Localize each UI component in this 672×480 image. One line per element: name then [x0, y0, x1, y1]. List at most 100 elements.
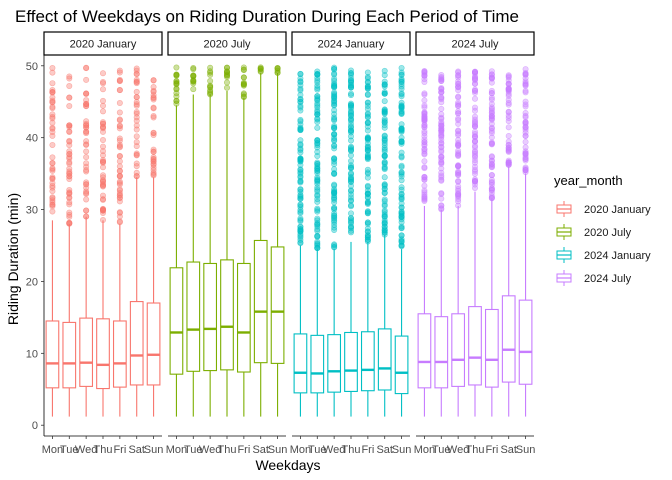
outlier-point: [150, 146, 157, 153]
outlier-point: [455, 152, 462, 159]
outlier-point: [133, 117, 140, 124]
outlier-point: [364, 78, 371, 85]
outlier-point: [49, 201, 56, 208]
y-tick-label: 30: [26, 205, 38, 217]
y-axis: 0 10 20 30 40 50: [26, 55, 45, 436]
outlier-point: [471, 166, 478, 173]
legend-title: year_month: [554, 173, 623, 188]
outlier-point: [331, 77, 338, 84]
outlier-point: [381, 72, 388, 79]
outlier-point: [49, 182, 56, 189]
outlier-point: [347, 133, 354, 140]
outlier-point: [471, 144, 478, 151]
outlier-point: [381, 124, 388, 131]
box-body: [169, 267, 184, 375]
box-sat: [253, 64, 268, 417]
outlier-point: [297, 226, 304, 233]
outlier-point: [173, 64, 180, 71]
x-tick-label: Mon: [290, 444, 311, 456]
outlier-point: [347, 187, 354, 194]
legend-item: 2020 January: [556, 201, 651, 217]
outlier-point: [314, 153, 321, 160]
outlier-point: [133, 65, 140, 72]
outlier-point: [364, 85, 371, 92]
outlier-point: [190, 65, 197, 72]
box-thu: [344, 67, 358, 417]
x-tick-label: Tue: [184, 444, 203, 456]
outlier-point: [331, 114, 338, 121]
outlier-point: [297, 78, 304, 85]
outlier-point: [347, 100, 354, 107]
outlier-point: [438, 202, 445, 209]
outlier-point: [347, 164, 354, 171]
outlier-point: [314, 232, 321, 239]
outlier-point: [66, 73, 73, 80]
outlier-point: [381, 196, 388, 203]
outlier-point: [438, 134, 445, 141]
outlier-point: [364, 220, 371, 227]
outlier-point: [364, 114, 371, 121]
outlier-point: [133, 122, 140, 129]
outlier-point: [116, 153, 123, 160]
outlier-point: [100, 108, 107, 115]
x-tick-label: Fri: [237, 444, 250, 456]
outlier-point: [488, 185, 495, 192]
facet-strip-label: 2024 July: [451, 39, 499, 51]
outlier-point: [331, 204, 338, 211]
outlier-point: [364, 102, 371, 109]
outlier-point: [455, 170, 462, 177]
outlier-point: [398, 121, 405, 128]
outlier-point: [100, 70, 107, 77]
outlier-point: [83, 102, 90, 109]
outlier-point: [398, 171, 405, 178]
outlier-point: [83, 154, 90, 161]
outlier-point: [83, 141, 90, 148]
outlier-point: [314, 124, 321, 131]
box-sun: [394, 64, 409, 417]
outlier-point: [207, 82, 214, 89]
x-tick-label: Tue: [432, 444, 451, 456]
outlier-point: [505, 80, 512, 87]
outlier-point: [505, 99, 512, 106]
outlier-point: [314, 184, 321, 191]
outlier-point: [398, 243, 405, 250]
x-tick-label: Tue: [60, 444, 79, 456]
outlier-point: [471, 121, 478, 128]
outlier-point: [331, 214, 338, 221]
outlier-point: [49, 208, 56, 215]
outlier-point: [398, 210, 405, 217]
outlier-point: [297, 91, 304, 98]
outlier-point: [257, 65, 264, 72]
outlier-point: [224, 79, 231, 86]
outlier-point: [49, 69, 56, 76]
outlier-point: [240, 74, 247, 81]
outlier-point: [505, 96, 512, 103]
outlier-point: [116, 135, 123, 142]
outlier-point: [116, 163, 123, 170]
outlier-point: [314, 207, 321, 214]
box-body: [146, 302, 161, 386]
facet-strip-label: 2020 January: [70, 39, 137, 51]
outlier-point: [83, 138, 90, 145]
outlier-point: [100, 174, 107, 181]
outlier-point: [314, 119, 321, 126]
outlier-point: [49, 119, 56, 126]
outlier-point: [150, 132, 157, 139]
outlier-point: [207, 87, 214, 94]
outlier-point: [488, 127, 495, 134]
outlier-point: [83, 128, 90, 135]
outlier-point: [133, 101, 140, 108]
outlier-point: [522, 132, 529, 139]
outlier-point: [314, 102, 321, 109]
outlier-point: [455, 94, 462, 101]
outlier-point: [314, 97, 321, 104]
outlier-point: [100, 148, 107, 155]
outlier-point: [471, 168, 478, 175]
outlier-point: [438, 159, 445, 166]
box-body: [253, 239, 268, 364]
outlier-point: [364, 187, 371, 194]
outlier-point: [347, 70, 354, 77]
outlier-point: [116, 137, 123, 144]
box-body: [220, 259, 234, 371]
